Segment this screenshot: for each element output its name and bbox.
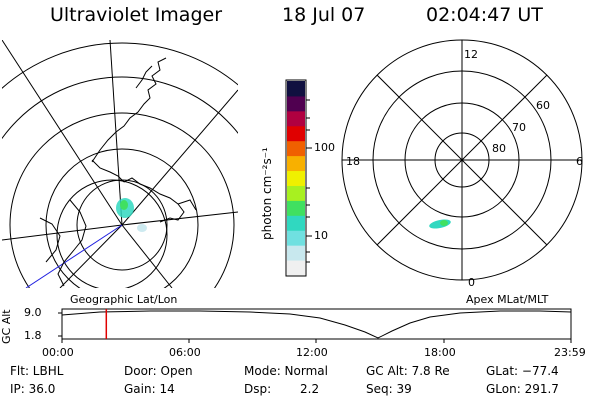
colorbar-swatch — [287, 95, 305, 112]
mlat-label-60: 60 — [536, 99, 550, 112]
altitude-timeline — [58, 308, 572, 343]
gc-alt-readout: GC Alt: 7.8 Re — [366, 364, 450, 378]
colorbar-unit-label: photon cm⁻²s⁻¹ — [260, 147, 274, 240]
glat-readout: GLat: −77.4 — [486, 364, 559, 378]
mlt-label-18: 18 — [346, 155, 360, 168]
aurora-core — [440, 220, 448, 226]
colorbar-swatch — [287, 81, 305, 97]
glon-readout: GLon: 291.7 — [486, 382, 559, 396]
time-readout: 02:04:47 UT — [426, 4, 543, 26]
gain-readout: Gain: 14 — [124, 382, 175, 396]
timeline-ytick-9: 9.0 — [24, 306, 42, 319]
geographic-caption: Geographic Lat/Lon — [70, 293, 178, 306]
mlt-label-6: 6 — [576, 155, 583, 168]
colorbar-ticks — [306, 99, 312, 263]
timeline-xtick: 18:00 — [424, 346, 456, 359]
colorbar-tick-100: 100 — [314, 141, 335, 154]
timeline-xtick: 06:00 — [169, 346, 201, 359]
timeline-xtick: 23:59 — [554, 346, 586, 359]
mode-readout: Mode: Normal — [244, 364, 328, 378]
colorbar-swatch — [287, 260, 305, 276]
geographic-map — [2, 40, 238, 288]
colorbar-swatch — [287, 110, 305, 127]
colorbar-swatch — [287, 140, 305, 157]
colorbar-swatch — [287, 230, 305, 246]
coastline — [39, 57, 197, 287]
colorbar-swatch — [287, 170, 305, 186]
colorbar-swatch — [287, 215, 305, 231]
seq-readout: Seq: 39 — [366, 382, 412, 396]
door-readout: Door: Open — [124, 364, 193, 378]
filter-readout: Flt: LBHL — [10, 364, 64, 378]
timeline-xtick: 12:00 — [296, 346, 328, 359]
timeline-xtick: 00:00 — [42, 346, 74, 359]
timeline-ylabel: GC Alt — [0, 309, 13, 344]
mlt-label-0: 0 — [468, 276, 475, 289]
app-title: Ultraviolet Imager — [50, 4, 223, 26]
colorbar-swatch — [287, 155, 305, 172]
aurora-blob — [137, 224, 147, 232]
colorbar-swatch — [287, 200, 305, 216]
mlat-label-80: 80 — [492, 142, 506, 155]
dsp-label: Dsp: — [244, 382, 272, 396]
colorbar-swatch — [287, 185, 305, 201]
colorbar — [287, 81, 305, 276]
aurora-core — [120, 200, 128, 210]
mlt-label-12: 12 — [464, 48, 478, 61]
altitude-curve — [61, 310, 572, 339]
colorbar-swatch — [287, 245, 305, 261]
aurora-blob — [429, 219, 451, 229]
mlat-mlt-dial — [341, 39, 583, 281]
colorbar-swatch — [287, 125, 305, 142]
timeline-ytick-1: 1.8 — [24, 329, 42, 342]
dsp-value: 2.2 — [300, 382, 320, 396]
apex-caption: Apex MLat/MLT — [466, 293, 549, 306]
date-readout: 18 Jul 07 — [282, 4, 366, 26]
ip-readout: IP: 36.0 — [10, 382, 56, 396]
colorbar-tick-10: 10 — [314, 229, 328, 242]
colorbar-frame — [285, 79, 307, 277]
mlat-label-70: 70 — [512, 121, 526, 134]
